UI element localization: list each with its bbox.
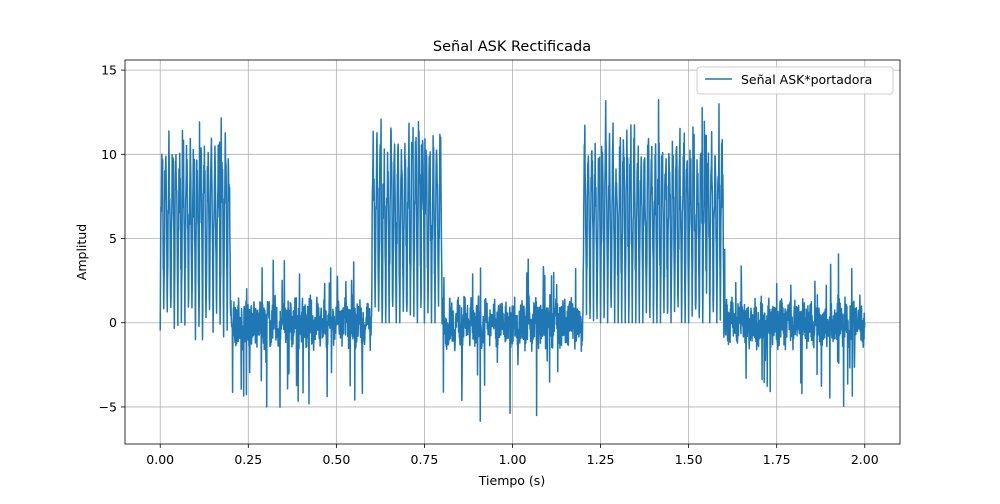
- x-tick-label: 0.50: [322, 452, 350, 467]
- y-tick-label: 15: [101, 63, 117, 78]
- x-tick-label: 1.25: [587, 452, 615, 467]
- legend: Señal ASK*portadora: [696, 66, 894, 95]
- x-tick-label: 1.00: [499, 452, 527, 467]
- y-tick-label: 0: [109, 315, 117, 330]
- x-tick-label: 0.75: [411, 452, 439, 467]
- x-axis-label: Tiempo (s): [478, 473, 545, 488]
- y-tick-label: 5: [109, 231, 117, 246]
- legend-label: Señal ASK*portadora: [741, 72, 872, 87]
- legend-box: [696, 66, 894, 95]
- plot-area: [159, 99, 866, 423]
- ticks: 0.00 0.25 0.50 0.75 1.00 1.25 1.50 1.75 2.00 −5 0 5…: [99, 63, 879, 467]
- y-axis-label: Amplitud: [74, 224, 89, 280]
- x-tick-label: 0.00: [146, 452, 174, 467]
- y-tick-label: −5: [99, 399, 117, 414]
- x-tick-label: 1.50: [675, 452, 703, 467]
- chart-title: Señal ASK Rectificada: [433, 39, 591, 55]
- x-tick-label: 0.25: [234, 452, 262, 467]
- x-tick-label: 2.00: [851, 452, 879, 467]
- x-tick-label: 1.75: [763, 452, 791, 467]
- series-line: [159, 99, 866, 423]
- y-tick-label: 10: [101, 147, 117, 162]
